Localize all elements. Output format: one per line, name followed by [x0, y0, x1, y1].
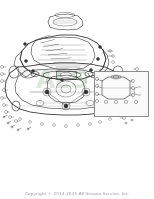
Circle shape — [32, 70, 34, 72]
Circle shape — [25, 60, 27, 62]
Bar — [94, 71, 148, 116]
Circle shape — [65, 104, 67, 107]
Circle shape — [45, 91, 49, 94]
Circle shape — [97, 58, 99, 60]
Circle shape — [99, 46, 101, 48]
Circle shape — [85, 91, 87, 94]
Text: ALS: ALS — [35, 69, 89, 93]
Circle shape — [61, 79, 63, 81]
Circle shape — [24, 43, 26, 45]
Text: Copyright © 2014-2015 All Season Service, Inc.: Copyright © 2014-2015 All Season Service… — [25, 192, 129, 196]
Circle shape — [90, 69, 92, 71]
